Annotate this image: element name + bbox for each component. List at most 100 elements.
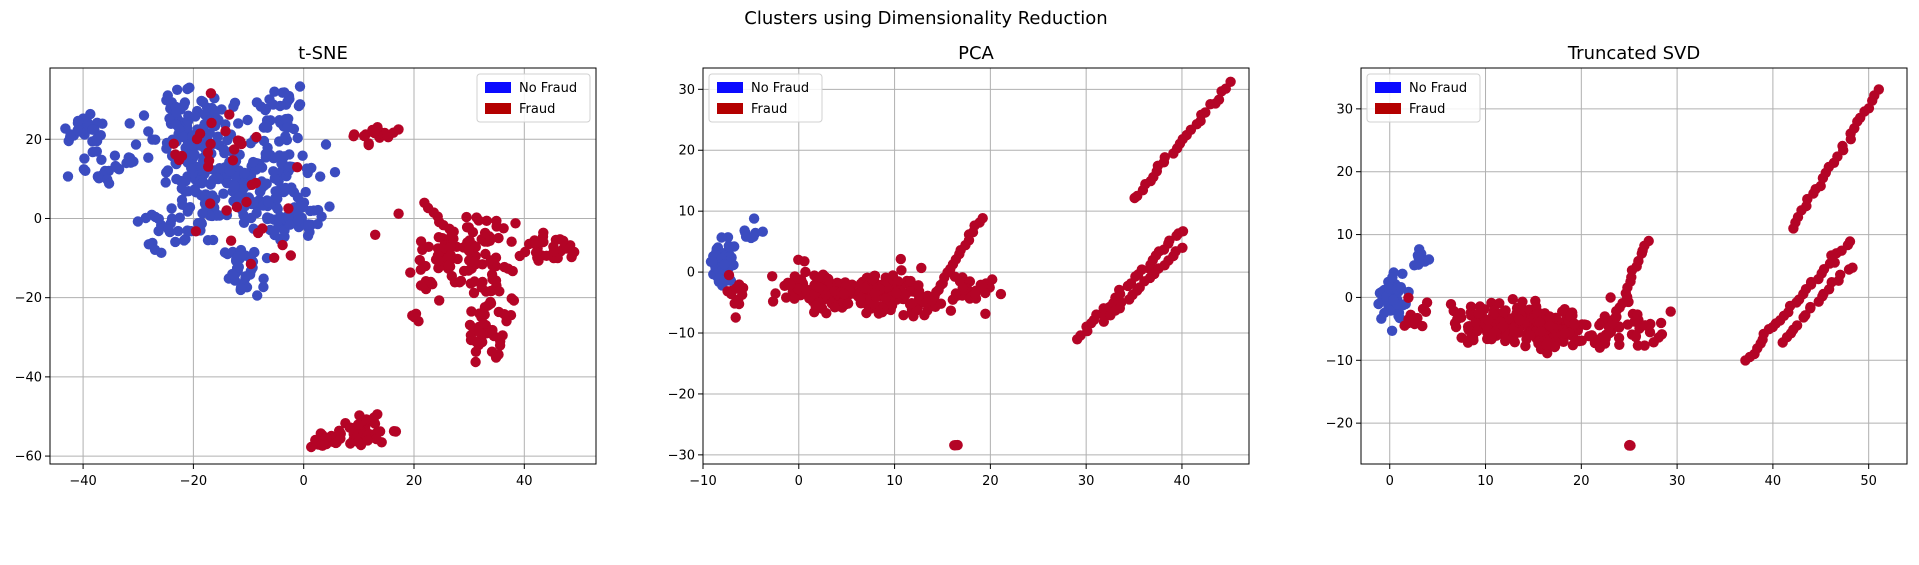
point-fraud <box>283 203 294 214</box>
point-fraud <box>1613 332 1625 344</box>
point-fraud <box>499 261 510 273</box>
point-fraud <box>895 253 906 265</box>
point-no-fraud <box>103 178 115 189</box>
point-fraud <box>393 124 404 135</box>
point-no-fraud <box>320 139 332 150</box>
point-fraud <box>779 280 790 291</box>
point-no-fraud <box>238 217 250 228</box>
x-tick-label: 30 <box>1669 474 1686 489</box>
point-fraud <box>800 266 811 278</box>
y-tick-label: −30 <box>668 448 695 463</box>
point-fraud <box>1569 318 1580 330</box>
legend-swatch-no-fraud <box>485 82 511 93</box>
point-no-fraud <box>210 106 221 117</box>
point-no-fraud <box>233 261 244 273</box>
legend-label-no-fraud: No Fraud <box>519 81 577 96</box>
point-fraud <box>1534 317 1545 328</box>
y-tick-label: −10 <box>1326 354 1353 369</box>
point-fraud <box>1643 235 1654 247</box>
x-tick-label: 30 <box>1078 474 1095 489</box>
point-no-fraud <box>72 125 83 136</box>
legend-label-fraud: Fraud <box>1409 102 1445 117</box>
point-fraud <box>1517 296 1528 307</box>
point-no-fraud <box>93 173 105 184</box>
point-fraud <box>1815 180 1826 192</box>
point-fraud <box>916 262 927 274</box>
point-fraud <box>345 438 356 449</box>
x-tick-label: 20 <box>406 474 423 489</box>
point-fraud <box>415 236 427 247</box>
point-fraud <box>1445 299 1457 310</box>
point-no-fraud <box>252 290 263 301</box>
point-fraud <box>548 246 559 257</box>
point-no-fraud <box>1373 298 1384 310</box>
legend: No Fraud Fraud <box>476 73 591 123</box>
point-fraud <box>1417 320 1428 332</box>
point-no-fraud <box>183 139 195 150</box>
legend-swatch-fraud <box>485 103 511 114</box>
point-fraud <box>1645 318 1656 330</box>
point-fraud <box>880 293 891 304</box>
point-no-fraud <box>293 100 305 112</box>
point-fraud <box>499 309 510 320</box>
point-no-fraud <box>62 171 74 182</box>
point-no-fraud <box>258 281 269 293</box>
point-fraud <box>363 138 374 149</box>
point-fraud <box>1622 319 1634 330</box>
point-no-fraud <box>284 219 296 230</box>
point-fraud <box>370 229 381 240</box>
point-fraud <box>433 255 444 266</box>
point-fraud <box>935 298 947 309</box>
panel-title: t-SNE <box>298 43 348 64</box>
point-no-fraud <box>162 165 174 176</box>
axes-frame <box>702 67 1250 465</box>
x-tick-label: −40 <box>69 474 96 489</box>
point-fraud <box>423 241 434 252</box>
y-tick-label: −40 <box>15 370 42 385</box>
point-no-fraud <box>269 225 280 236</box>
point-fraud <box>730 312 741 323</box>
point-fraud <box>224 109 235 120</box>
point-fraud <box>1225 76 1236 88</box>
point-fraud <box>405 267 416 278</box>
point-no-fraud <box>183 110 194 121</box>
legend-swatch-fraud <box>717 103 743 114</box>
point-fraud <box>221 205 232 216</box>
point-fraud <box>485 255 496 266</box>
y-tick-label: 0 <box>1345 291 1353 306</box>
scatter-points <box>1373 84 1885 451</box>
point-fraud <box>277 239 288 251</box>
point-fraud <box>1177 242 1188 253</box>
x-tick-label: 20 <box>982 474 999 489</box>
point-fraud <box>393 208 404 219</box>
point-fraud <box>770 288 781 299</box>
point-no-fraud <box>268 166 279 177</box>
point-fraud <box>1632 309 1643 320</box>
legend-label-fraud: Fraud <box>519 102 555 117</box>
point-fraud <box>1605 292 1616 303</box>
point-fraud <box>202 147 214 158</box>
point-fraud <box>898 310 909 321</box>
point-fraud <box>486 285 497 297</box>
point-fraud <box>821 308 832 319</box>
point-fraud <box>1483 314 1494 326</box>
point-no-fraud <box>204 128 216 139</box>
point-fraud <box>206 117 217 129</box>
point-no-fraud <box>196 217 207 228</box>
point-no-fraud <box>294 81 306 92</box>
point-fraud <box>1835 269 1846 280</box>
point-fraud <box>873 306 885 318</box>
point-fraud <box>814 282 825 293</box>
point-fraud <box>1114 284 1125 296</box>
point-no-fraud <box>110 160 121 172</box>
point-fraud <box>781 292 792 303</box>
point-fraud <box>468 287 480 299</box>
point-no-fraud <box>143 126 154 137</box>
point-fraud <box>445 242 456 253</box>
point-fraud <box>1665 306 1676 317</box>
point-fraud <box>473 215 484 226</box>
point-fraud <box>220 126 231 137</box>
point-fraud <box>463 265 474 276</box>
point-fraud <box>1525 330 1536 341</box>
point-no-fraud <box>279 151 290 162</box>
